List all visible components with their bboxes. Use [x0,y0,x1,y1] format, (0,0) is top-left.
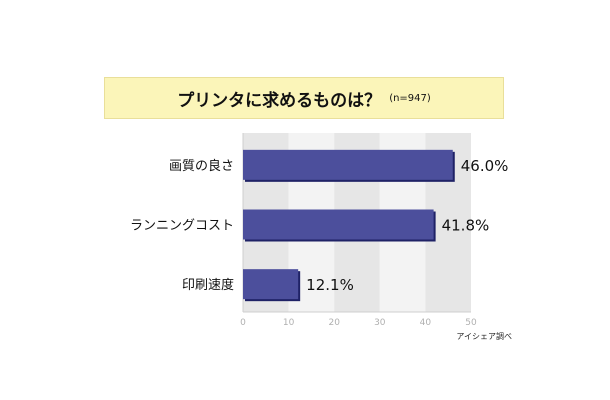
x-tick-label: 10 [283,318,295,328]
category-label: 画質の良さ [169,158,234,174]
chart-title-box: プリンタに求めるものは？ (n=947) [104,77,504,119]
bar [243,209,434,240]
source-note: アイシェア調べ [456,332,512,341]
x-tick-label: 20 [328,318,340,328]
bar [243,269,299,300]
x-tick-label: 40 [420,318,432,328]
x-tick-label: 0 [240,318,246,328]
sample-size: (n=947) [389,92,431,104]
category-label: 印刷速度 [182,277,234,293]
x-tick-label: 50 [465,318,477,328]
value-label: 12.1% [306,276,354,294]
value-label: 41.8% [442,217,490,235]
value-label: 46.0% [461,157,509,175]
chart-title: プリンタに求めるものは？ [177,90,382,111]
category-label: ランニングコスト [130,219,234,234]
bar [243,149,453,180]
x-tick-label: 30 [374,318,386,328]
